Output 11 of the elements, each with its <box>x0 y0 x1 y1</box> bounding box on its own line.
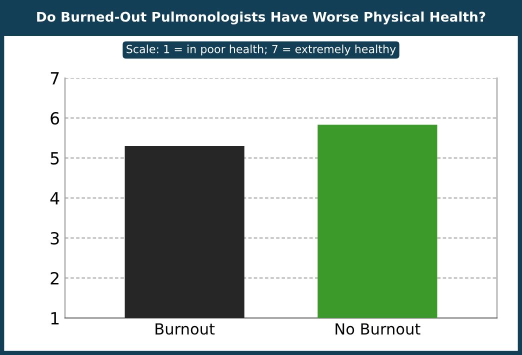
y-tick-label: 5 <box>50 152 59 165</box>
y-tick-label: 3 <box>50 232 59 245</box>
y-tick-label: 4 <box>50 192 60 204</box>
y-tick-label: 7 <box>50 72 59 84</box>
y-tick-label: 2 <box>50 272 58 284</box>
x-tick-label: Burnout <box>156 323 215 335</box>
y-tick-label: 1 <box>51 312 59 324</box>
chart-title: Do Burned-Out Pulmonologists Have Worse Physical Health? <box>37 12 486 24</box>
x-tick-label: No Burnout <box>336 323 420 335</box>
y-tick-label: 6 <box>50 112 60 125</box>
chart-subtitle: Scale: 1 = in poor health; 7 = extremely healthy <box>126 44 396 56</box>
